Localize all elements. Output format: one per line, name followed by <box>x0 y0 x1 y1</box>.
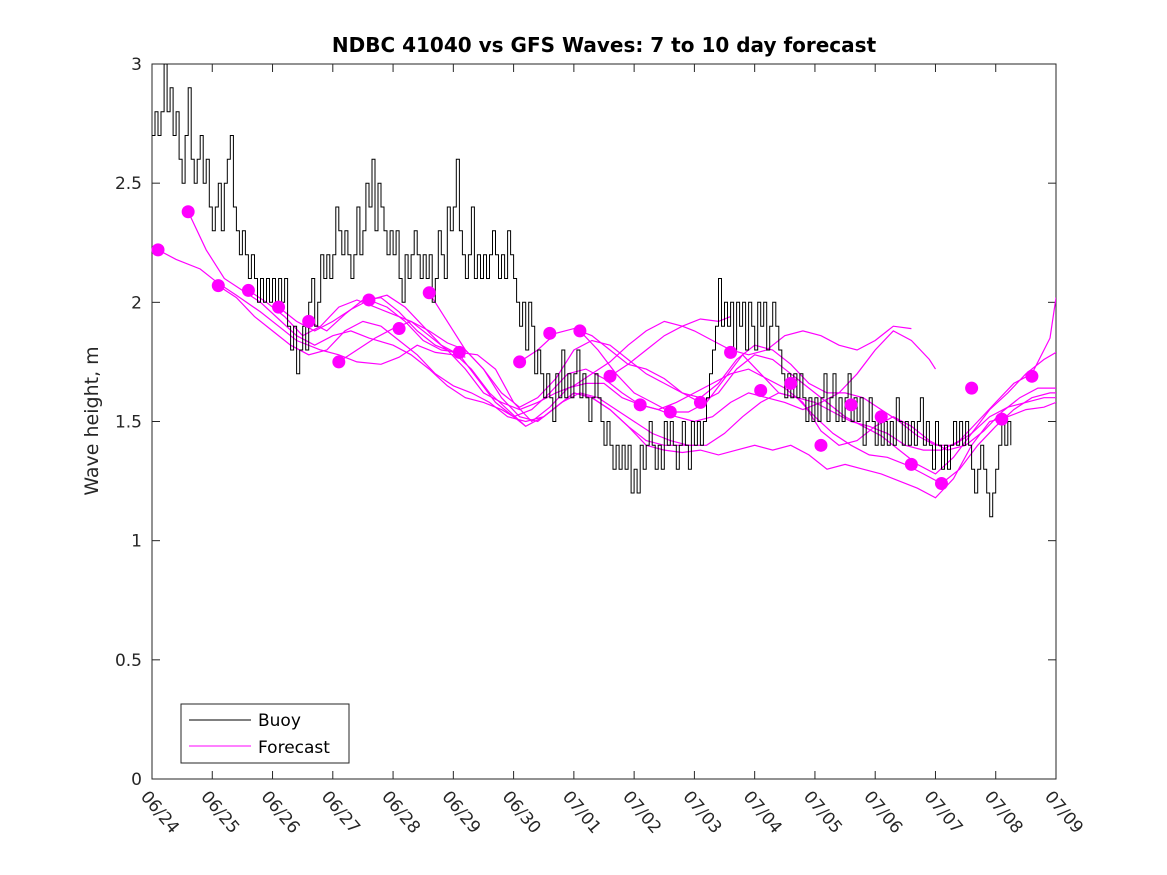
forecast-marker <box>874 410 888 424</box>
legend-label-forecast: Forecast <box>258 738 330 758</box>
forecast-marker <box>663 405 677 419</box>
forecast-marker <box>814 438 828 452</box>
x-tick-label: 07/03 <box>679 787 726 837</box>
forecast-line <box>609 316 731 377</box>
forecast-marker <box>633 398 647 412</box>
x-tick-label: 07/02 <box>618 787 665 837</box>
y-axis-label: Wave height, m <box>81 346 103 495</box>
forecast-marker <box>272 300 286 314</box>
forecast-marker <box>693 395 707 409</box>
forecast-marker <box>844 398 858 412</box>
forecast-marker <box>603 369 617 383</box>
forecast-marker <box>995 412 1009 426</box>
x-tick-label: 07/05 <box>799 787 846 837</box>
forecast-marker <box>513 355 527 369</box>
forecast-line <box>579 297 1056 451</box>
forecast-marker <box>151 243 165 257</box>
forecast-marker <box>784 376 798 390</box>
forecast-marker <box>211 279 225 293</box>
forecast-marker <box>332 355 346 369</box>
y-tick-label: 2 <box>131 293 142 313</box>
forecast-marker <box>181 205 195 219</box>
forecast-marker <box>452 345 466 359</box>
y-tick-label: 2.5 <box>115 174 142 194</box>
y-tick-label: 1.5 <box>115 413 142 433</box>
x-tick-label: 06/30 <box>498 787 545 837</box>
x-tick-label: 07/07 <box>920 787 967 837</box>
x-tick-label: 06/29 <box>438 787 485 837</box>
legend: Buoy Forecast <box>180 703 350 764</box>
x-tick-label: 06/27 <box>317 787 364 837</box>
legend-box <box>180 703 350 764</box>
forecast-marker <box>573 324 587 338</box>
forecast-marker <box>392 322 406 336</box>
chart-title: NDBC 41040 vs GFS Waves: 7 to 10 day for… <box>332 33 877 57</box>
x-tick-label: 07/09 <box>1040 787 1087 837</box>
forecast-marker <box>724 345 738 359</box>
x-tick-label: 07/06 <box>859 787 906 837</box>
forecast-marker <box>904 457 918 471</box>
buoy-line <box>152 64 1012 518</box>
forecast-marker <box>241 283 255 297</box>
x-tick-label: 06/28 <box>377 787 424 837</box>
x-tick-label: 06/24 <box>136 787 183 837</box>
forecast-marker <box>362 293 376 307</box>
y-tick-label: 0 <box>131 770 142 790</box>
forecast-marker <box>422 286 436 300</box>
forecast-markers <box>151 205 1039 490</box>
forecast-marker <box>302 314 316 328</box>
x-tick-label: 06/26 <box>257 787 304 837</box>
buoy-series <box>152 64 1012 518</box>
x-tick-label: 06/25 <box>196 787 243 837</box>
x-tick-label: 07/04 <box>739 787 786 837</box>
x-tick-label: 07/08 <box>980 787 1027 837</box>
y-tick-label: 1 <box>131 532 142 552</box>
y-tick-label: 0.5 <box>115 651 142 671</box>
forecast-marker <box>543 326 557 340</box>
forecast-marker <box>1025 369 1039 383</box>
y-axis: 0 0.5 1 1.5 2 2.5 3 <box>115 55 1056 790</box>
legend-label-buoy: Buoy <box>258 711 301 731</box>
x-tick-label: 07/01 <box>558 787 605 837</box>
forecast-marker <box>934 476 948 490</box>
forecast-marker <box>965 381 979 395</box>
forecast-marker <box>754 384 768 398</box>
y-tick-label: 3 <box>131 55 142 75</box>
forecast-line <box>157 249 466 365</box>
